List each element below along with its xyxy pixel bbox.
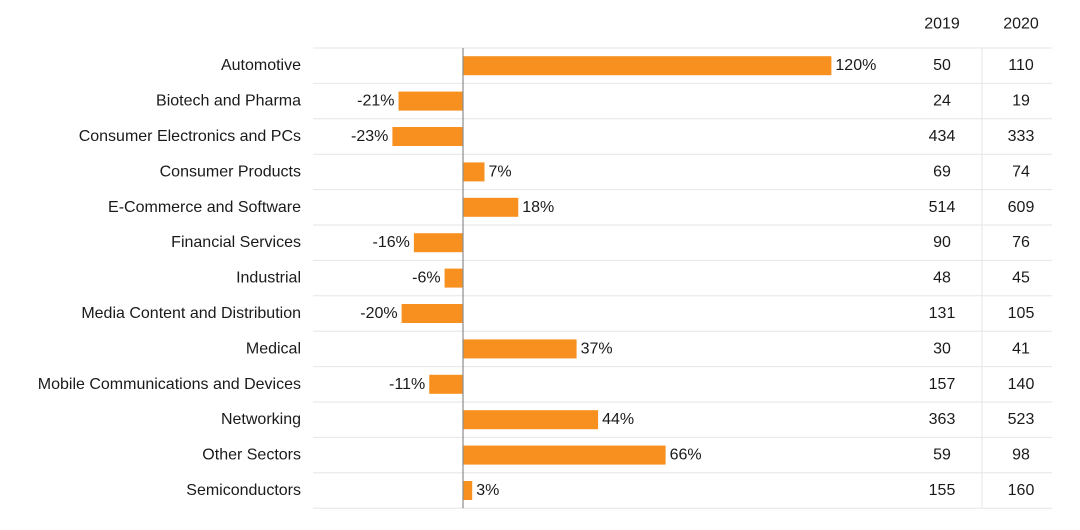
column-header-2019: 2019 [924,16,960,33]
bar-value-label: -21% [357,93,394,110]
table-value-2020: 333 [1008,128,1035,145]
category-label: Media Content and Distribution [81,305,301,322]
bar-value-label: -23% [351,128,388,145]
category-label: Medical [246,340,301,357]
bar [392,127,463,146]
category-label: Semiconductors [186,482,301,499]
bar [463,410,599,430]
table-value-2019: 48 [933,270,951,287]
bar-value-label: 7% [488,163,511,180]
table-value-2019: 157 [929,376,956,393]
table-value-2019: 131 [929,305,956,322]
bar-value-label: 44% [602,411,634,428]
table-value-2019: 363 [929,411,956,428]
table-value-2020: 98 [1012,447,1030,464]
table-value-2020: 76 [1012,234,1030,251]
category-label: Consumer Electronics and PCs [79,128,301,145]
table-value-2020: 160 [1008,482,1035,499]
bar-value-label: -6% [412,270,440,287]
bar-value-label: 18% [522,199,554,216]
table-value-2019: 50 [933,57,951,74]
bar [444,268,463,288]
table-value-2020: 19 [1012,93,1030,110]
bar-value-label: -11% [389,376,425,393]
column-header-2020: 2020 [1003,16,1039,33]
category-label: Mobile Communications and Devices [38,376,301,393]
category-label: E-Commerce and Software [108,199,301,216]
bar [463,162,485,182]
table-value-2020: 140 [1008,376,1035,393]
category-label: Biotech and Pharma [156,93,301,110]
bar [398,91,463,111]
bar [463,197,519,217]
table-value-2020: 105 [1008,305,1035,322]
bar [463,445,666,465]
bar-value-label: -16% [373,234,410,251]
table-value-2019: 434 [929,128,956,145]
category-label: Other Sectors [202,447,301,464]
bar [463,339,577,359]
bar-value-label: 37% [581,340,613,357]
bar [401,304,463,323]
bar [413,233,463,253]
table-value-2019: 30 [933,340,951,357]
table-value-2019: 514 [929,199,956,216]
bar-value-label: 3% [476,482,499,499]
bar-value-label: -20% [360,305,397,322]
bar [463,481,473,500]
table-value-2020: 609 [1008,199,1035,216]
table-value-2019: 24 [933,93,951,110]
table-value-2019: 90 [933,234,951,251]
bar [463,56,832,76]
table-value-2019: 155 [929,482,956,499]
bar-value-label: 66% [670,447,702,464]
category-label: Consumer Products [160,163,301,180]
table-value-2019: 69 [933,163,951,180]
category-label: Financial Services [171,234,301,251]
table-value-2019: 59 [933,447,951,464]
table-value-2020: 74 [1012,163,1030,180]
category-label: Networking [221,411,301,428]
category-label: Industrial [236,270,301,287]
table-value-2020: 523 [1008,411,1035,428]
table-value-2020: 110 [1008,57,1034,74]
table-value-2020: 45 [1012,270,1030,287]
category-label: Automotive [221,57,301,74]
bar [429,374,463,394]
bar-value-label: 120% [835,57,876,74]
table-value-2020: 41 [1012,340,1030,357]
